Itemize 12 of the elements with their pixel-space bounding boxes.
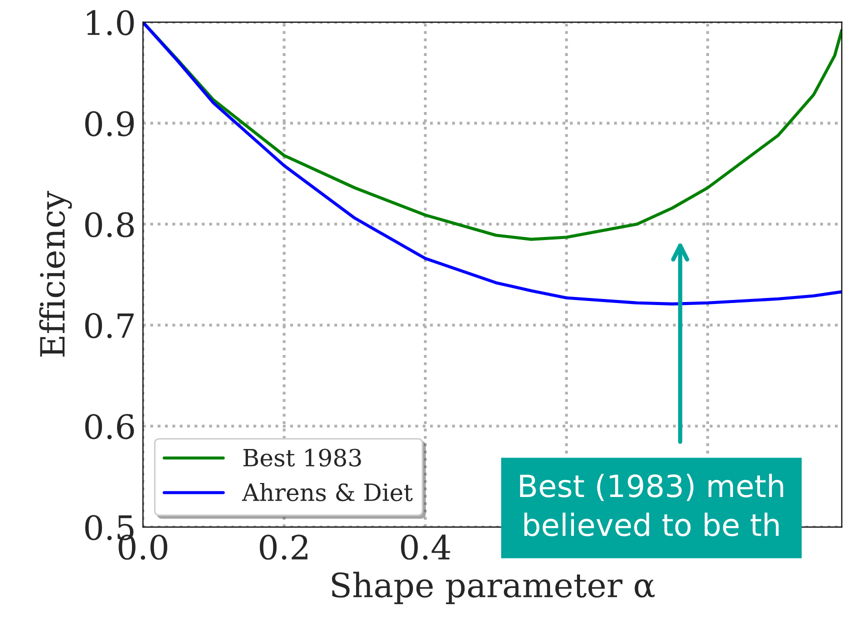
y-tick-label: 1.0	[87, 10, 134, 36]
y-tick-label: 0.9	[85, 111, 134, 136]
y-tick-label: 0.6	[85, 414, 134, 440]
legend-label: Best 1983	[243, 448, 361, 467]
annotation: Best (1983) meth believed to be th	[520, 474, 784, 536]
x-tick-label: 0.2	[260, 534, 308, 560]
legend-label: Ahrens & Diet	[242, 482, 413, 502]
y-axis-title: Efficiency	[39, 190, 72, 357]
x-tick-label: 0.4	[401, 534, 450, 560]
x-axis-title: Shape parameter α	[332, 572, 655, 604]
y-tick-label: 0.8	[85, 212, 134, 238]
y-tick-label: 0.7	[85, 313, 134, 338]
